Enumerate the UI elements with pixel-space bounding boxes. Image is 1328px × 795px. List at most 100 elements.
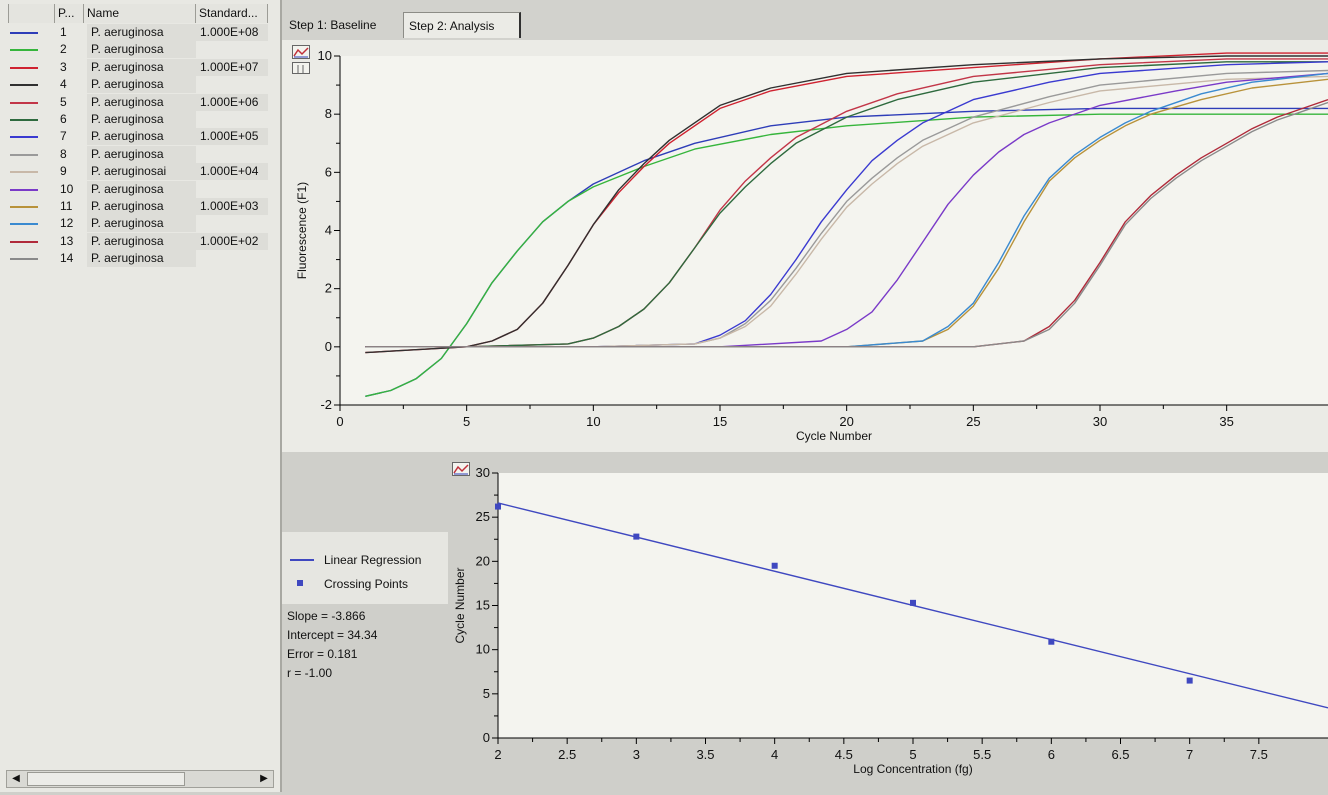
- sample-name: P. aeruginosa: [87, 58, 196, 76]
- sample-name: P. aeruginosa: [87, 111, 196, 128]
- amplification-chart: 0 5 10 15 20 25 30 35 -2 0 2 4 6 8 10 Cycle Number Fluor…: [295, 48, 1328, 443]
- sample-color-swatch: [10, 101, 38, 104]
- crossing-point: [1186, 677, 1193, 684]
- x-tick-label: 4: [771, 747, 778, 762]
- crossing-points-swatch: [297, 580, 303, 586]
- sample-row[interactable]: 9 P. aeruginosai 1.000E+04: [0, 163, 278, 181]
- regression-stats: Slope = -3.866 Intercept = 34.34 Error =…: [287, 607, 377, 683]
- y-tick-label: 30: [476, 465, 490, 480]
- table-header: P... Name Standard...: [0, 4, 278, 23]
- amplification-curve: [365, 72, 1328, 348]
- sample-row[interactable]: 5 P. aeruginosa 1.000E+06: [0, 93, 278, 111]
- sample-row[interactable]: 11 P. aeruginosa 1.000E+03: [0, 198, 278, 215]
- sample-color-swatch: [10, 206, 38, 208]
- sample-position: 13: [60, 233, 74, 248]
- horizontal-scrollbar[interactable]: ◀ ▶: [6, 770, 274, 788]
- sample-row[interactable]: 7 P. aeruginosa 1.000E+05: [0, 128, 278, 146]
- color-column-header[interactable]: [8, 4, 55, 23]
- amplification-chart-panel: 0 5 10 15 20 25 30 35 -2 0 2 4 6 8 10 Cycle Number Fluor…: [282, 40, 1328, 452]
- chart-options-icon[interactable]: [292, 45, 310, 59]
- crossing-point: [633, 533, 640, 540]
- crossing-points-label: Crossing Points: [324, 577, 409, 591]
- tab-bar: Step 1: Baseline Step 2: Analysis: [282, 0, 1328, 40]
- x-tick-label: 2.5: [558, 747, 576, 762]
- x-tick-label: 3: [633, 747, 640, 762]
- name-column-header[interactable]: Name: [84, 4, 196, 23]
- sample-name: P. aeruginosa: [87, 41, 196, 59]
- linear-regression-swatch: [290, 559, 314, 561]
- sample-color-swatch: [10, 223, 38, 226]
- y-tick-label: 10: [476, 642, 490, 657]
- sample-row[interactable]: 4 P. aeruginosa: [0, 76, 278, 94]
- x-tick-label: 10: [586, 414, 600, 429]
- scrollbar-thumb[interactable]: [27, 772, 185, 786]
- y-tick-label: 6: [325, 164, 332, 179]
- y-axis-label: Fluorescence (F1): [295, 182, 309, 279]
- sample-color-swatch: [10, 66, 38, 69]
- sample-position: 1: [60, 25, 67, 39]
- scroll-right-arrow-icon[interactable]: ▶: [260, 773, 268, 784]
- sample-row[interactable]: 8 P. aeruginosa: [0, 145, 278, 163]
- sample-color-swatch: [10, 171, 38, 174]
- sample-color-swatch: [10, 84, 38, 87]
- sample-position: 10: [60, 181, 74, 196]
- standard-column-header[interactable]: Standard...: [196, 4, 268, 23]
- sample-row[interactable]: 14 P. aeruginosa: [0, 250, 278, 268]
- sample-name: P. aeruginosa: [87, 128, 196, 146]
- amplification-curve: [365, 72, 1328, 348]
- intercept-value: Intercept = 34.34: [287, 628, 378, 642]
- y-tick-label: 10: [318, 48, 332, 63]
- sample-standard: 1.000E+06: [196, 93, 268, 111]
- sample-color-swatch: [10, 32, 38, 34]
- sample-row[interactable]: 3 P. aeruginosa 1.000E+07: [0, 58, 278, 76]
- sample-color-swatch: [10, 136, 38, 139]
- position-column-header[interactable]: P...: [55, 4, 84, 23]
- tab-baseline[interactable]: Step 1: Baseline: [289, 18, 377, 32]
- sample-row[interactable]: 6 P. aeruginosa: [0, 111, 278, 128]
- amplification-curve: [365, 101, 1328, 348]
- error-value: Error = 0.181: [287, 647, 358, 661]
- x-axis-label: Cycle Number: [796, 429, 872, 443]
- scroll-left-arrow-icon[interactable]: ◀: [12, 773, 20, 784]
- sample-row[interactable]: 13 P. aeruginosa 1.000E+02: [0, 232, 278, 250]
- sample-row[interactable]: 10 P. aeruginosa: [0, 180, 278, 198]
- sample-name: P. aeruginosai: [87, 163, 196, 181]
- x-tick-label: 4.5: [835, 747, 853, 762]
- curve-options-icon[interactable]: [452, 462, 470, 476]
- sample-row[interactable]: 2 P. aeruginosa: [0, 41, 278, 59]
- sample-name: P. aeruginosa: [87, 93, 196, 111]
- amplification-curve: [365, 61, 1328, 348]
- x-tick-label: 2: [494, 747, 501, 762]
- crossing-point: [495, 503, 501, 510]
- amplification-curve: [365, 55, 1328, 354]
- chart-zoom-icon[interactable]: [292, 62, 310, 74]
- sample-color-swatch: [10, 258, 38, 261]
- sample-row[interactable]: 12 P. aeruginosa: [0, 215, 278, 233]
- sample-position: 5: [60, 94, 67, 109]
- y-tick-label: 8: [325, 106, 332, 121]
- tab-analysis[interactable]: Step 2: Analysis: [403, 12, 521, 38]
- sample-standard: 1.000E+02: [196, 232, 268, 250]
- x-tick-label: 5: [909, 747, 916, 762]
- y-tick-label: 4: [325, 223, 332, 238]
- sample-name: P. aeruginosa: [87, 215, 196, 233]
- sample-name: P. aeruginosa: [87, 250, 196, 268]
- x-tick-label: 20: [839, 414, 853, 429]
- sample-row[interactable]: 1 P. aeruginosa 1.000E+08: [0, 24, 278, 41]
- sample-name: P. aeruginosa: [87, 145, 196, 163]
- sample-standard: 1.000E+04: [196, 163, 268, 181]
- y-tick-label: -2: [320, 397, 332, 412]
- y-axis-label: Cycle Number: [453, 567, 467, 643]
- amplification-curve: [365, 78, 1328, 348]
- linear-regression-label: Linear Regression: [324, 553, 422, 567]
- sample-standard: 1.000E+08: [196, 24, 268, 41]
- x-tick-label: 5: [463, 414, 470, 429]
- x-tick-label: 0: [336, 414, 343, 429]
- amplification-curve: [365, 61, 1328, 348]
- x-tick-label: 6: [1048, 747, 1055, 762]
- regression-legend: Linear Regression Crossing Points: [282, 532, 448, 604]
- sample-name: P. aeruginosa: [87, 76, 196, 94]
- sample-standard: 1.000E+03: [196, 198, 268, 215]
- amplification-curve: [365, 75, 1328, 348]
- sample-position: 9: [60, 164, 67, 179]
